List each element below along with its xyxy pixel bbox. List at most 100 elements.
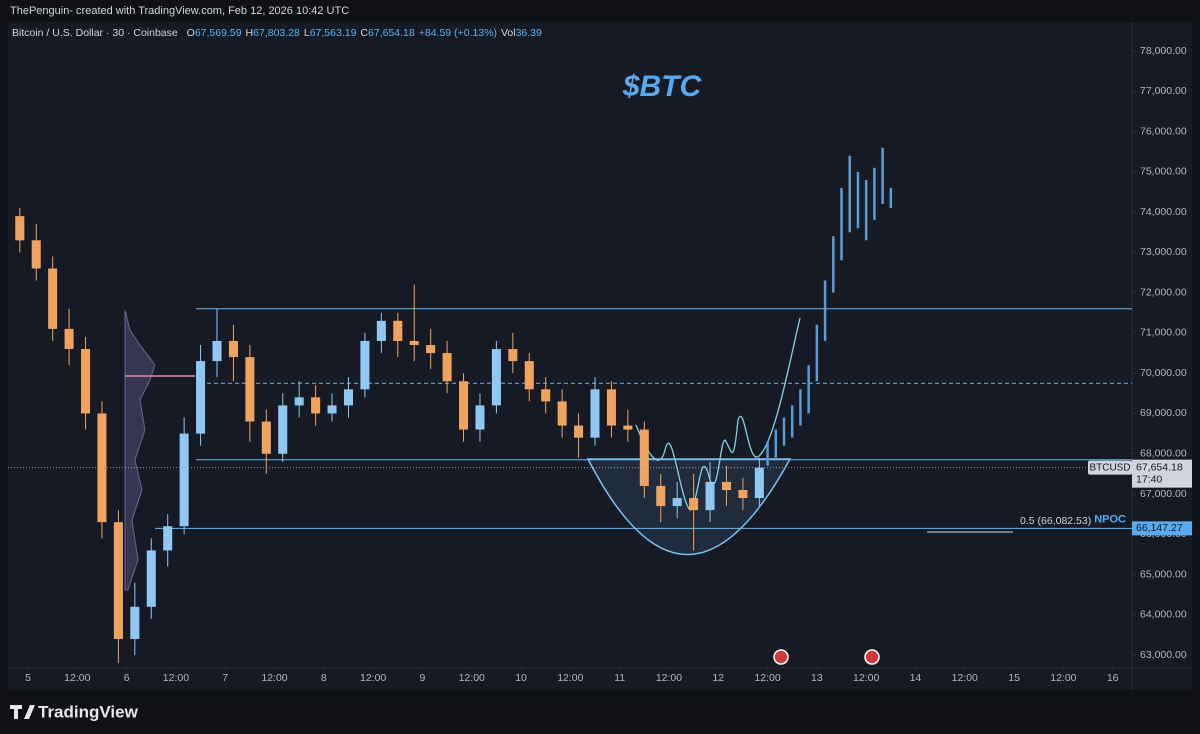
candle-body — [541, 389, 551, 402]
y-tick-label: 67,000.00 — [1140, 488, 1187, 500]
candle-body — [606, 389, 616, 426]
price-tag — [1132, 459, 1192, 488]
y-tick-label: 71,000.00 — [1140, 327, 1187, 339]
y-tick-label: 72,000.00 — [1140, 286, 1187, 298]
candle-body — [426, 345, 436, 354]
ohlc-key: H — [246, 27, 254, 39]
x-tick-label: 11 — [614, 672, 625, 684]
candle-body — [327, 405, 337, 414]
ohlc-value: 67,569.59 — [195, 27, 242, 39]
ohlc-key: O — [187, 27, 195, 39]
candle-body — [31, 240, 41, 269]
candle-body — [179, 433, 189, 527]
x-tick-label: 6 — [124, 672, 130, 684]
brand-name: TradingView — [38, 702, 139, 721]
candle-body — [590, 389, 600, 438]
x-tick-label: 12:00 — [459, 672, 485, 684]
x-tick-label: 10 — [515, 672, 527, 684]
x-tick-label: 5 — [25, 672, 31, 684]
volume-key: Vol — [501, 27, 516, 39]
candle-body — [393, 320, 403, 341]
y-tick-label: 69,000.00 — [1140, 407, 1187, 419]
x-tick-label: 12:00 — [853, 672, 879, 684]
npoc-text: NPOC — [1094, 513, 1126, 525]
candle-body — [261, 421, 271, 454]
symbol: Bitcoin / U.S. Dollar · 30 · Coinbase — [12, 27, 178, 39]
y-tick-label: 63,000.00 — [1140, 649, 1187, 661]
candle-body — [64, 328, 74, 350]
candle-body — [196, 361, 206, 434]
x-tick-label: 13 — [811, 672, 823, 684]
candle-body — [705, 481, 715, 511]
event-icon[interactable] — [773, 649, 789, 665]
ohlc-key: C — [360, 27, 368, 39]
y-tick-label: 64,000.00 — [1140, 609, 1187, 621]
candle-body — [228, 340, 238, 358]
volume-profile — [124, 309, 156, 591]
x-tick-label: 12 — [712, 672, 724, 684]
x-tick-label: 7 — [222, 672, 228, 684]
fib-label: 0.5 (66,082.53) — [1020, 515, 1091, 527]
symbol-legend: Bitcoin / U.S. Dollar · 30 · Coinbase O6… — [12, 27, 542, 39]
candle-body — [81, 349, 91, 414]
candle-body — [459, 381, 469, 430]
x-tick-label: 8 — [321, 672, 327, 684]
x-tick-label: 12:00 — [656, 672, 682, 684]
candle-body — [278, 405, 288, 454]
y-tick-label: 76,000.00 — [1140, 125, 1187, 137]
candle-body — [639, 429, 649, 486]
candle-body — [524, 361, 534, 390]
candle-body — [442, 353, 452, 382]
candle-body — [163, 526, 173, 551]
volume-value: 36.39 — [516, 27, 542, 39]
candle-body — [475, 405, 485, 430]
candle-body — [245, 357, 255, 422]
x-tick-label: 12:00 — [754, 672, 780, 684]
candle-body — [491, 349, 501, 406]
candle-body — [508, 349, 518, 362]
candle-body — [130, 606, 140, 640]
candle-body — [656, 485, 666, 507]
x-tick-label: 12:00 — [261, 672, 287, 684]
candle-body — [48, 268, 58, 329]
x-tick-label: 16 — [1107, 672, 1119, 684]
y-tick-label: 75,000.00 — [1140, 166, 1187, 178]
x-tick-label: 12:00 — [952, 672, 978, 684]
symbol-label: BTCUSD — [1089, 462, 1130, 473]
x-tick-label: 12:00 — [557, 672, 583, 684]
x-tick-label: 14 — [910, 672, 922, 684]
y-tick-label: 73,000.00 — [1140, 246, 1187, 258]
candle-body — [672, 498, 682, 507]
y-tick-label: 68,000.00 — [1140, 448, 1187, 460]
x-tick-label: 12:00 — [360, 672, 386, 684]
x-tick-label: 12:00 — [163, 672, 189, 684]
chart-title: $BTC — [622, 70, 703, 103]
candle-body — [557, 401, 567, 426]
header: ThePenguin- created with TradingView.com… — [10, 5, 349, 17]
candle-body — [409, 340, 419, 345]
ohlc-value: 67,563.19 — [310, 27, 357, 39]
candle-body — [721, 481, 731, 490]
candle-body — [212, 340, 222, 362]
x-tick-label: 15 — [1008, 672, 1020, 684]
candle-body — [360, 340, 370, 390]
ohlc-key: L — [304, 27, 310, 39]
x-tick-label: 9 — [420, 672, 426, 684]
ohlc-value: 67,654.18 — [368, 27, 415, 39]
candle-body — [146, 550, 156, 607]
brand-logo — [10, 705, 35, 719]
y-tick-label: 78,000.00 — [1140, 45, 1187, 57]
candle-body — [738, 489, 748, 499]
event-icon[interactable] — [864, 649, 880, 665]
candle-body — [311, 397, 321, 414]
plot-area — [8, 22, 1192, 690]
ohlc-value: 67,803.28 — [253, 27, 300, 39]
candle-body — [343, 389, 354, 406]
candle-body — [15, 216, 25, 241]
npoc-price: 66,147.27 — [1136, 522, 1183, 534]
candle-body — [689, 498, 699, 511]
x-tick-label: 12:00 — [64, 672, 90, 684]
candle-body — [113, 522, 123, 640]
candle-body — [623, 425, 633, 430]
